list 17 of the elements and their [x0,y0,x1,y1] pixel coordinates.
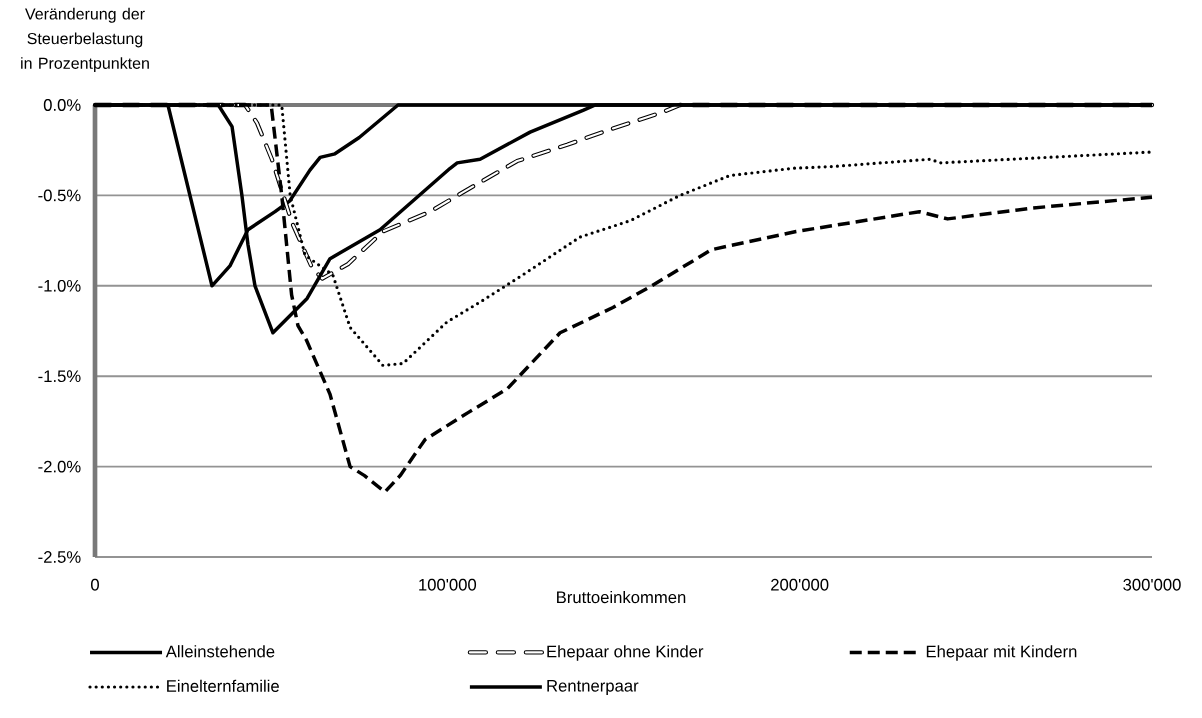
legend-label: Ehepaar ohne Kinder [547,645,704,661]
x-axis-title: Bruttoeinkommen [557,590,686,604]
legend-label: Alleinstehende [165,645,275,658]
y-tick-label: 0.0% [43,99,81,111]
y-tick-label: -1.0% [38,279,81,292]
y-tick-label: -2.0% [38,460,81,473]
legend-label: Rentnerpaar [547,680,639,695]
x-tick-label: 200'000 [771,578,829,591]
x-tick-label: 300'000 [1123,578,1181,591]
x-tick-label: 0 [91,578,99,591]
legend-label: Ehepaar mit Kindern [926,645,1077,661]
y-axis-title: Veränderung der Steuerbelastung in Prozentpunkten [21,7,149,73]
legend-label: Einelternfamilie [167,679,279,692]
y-tick-label: -2.5% [38,551,81,563]
y-tick-label: -1.5% [38,370,81,383]
y-tick-label: -0.5% [38,189,81,202]
x-tick-label: 100'000 [419,578,477,591]
